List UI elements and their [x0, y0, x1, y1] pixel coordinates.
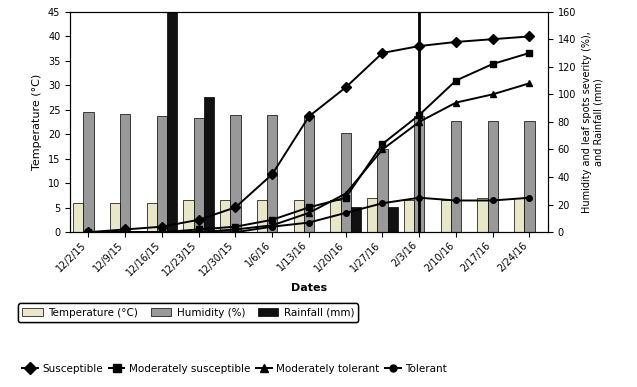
Bar [404, 200, 414, 232]
Bar [157, 116, 167, 232]
Bar [330, 200, 341, 232]
Bar [387, 207, 398, 232]
Bar [514, 198, 524, 232]
Bar [73, 203, 83, 232]
Legend: Susceptible, Moderately susceptible, Moderately tolerant, Tolerant: Susceptible, Moderately susceptible, Mod… [18, 360, 451, 378]
Bar [194, 118, 204, 232]
Bar [231, 115, 241, 232]
Bar [341, 133, 351, 232]
Bar [110, 203, 120, 232]
Bar [167, 12, 177, 232]
Bar [351, 207, 361, 232]
Bar [477, 198, 487, 232]
Bar [183, 200, 194, 232]
Bar [267, 115, 277, 232]
X-axis label: Dates: Dates [291, 283, 327, 293]
Bar [414, 116, 424, 232]
Bar [83, 112, 94, 232]
Bar [220, 200, 231, 232]
Y-axis label: Humidity and leaf spots severity (%),
and Rainfall (mm): Humidity and leaf spots severity (%), an… [582, 31, 603, 213]
Bar [487, 120, 498, 232]
Bar [120, 114, 131, 232]
Bar [524, 120, 534, 232]
Y-axis label: Temperature (°C): Temperature (°C) [32, 74, 42, 170]
Bar [147, 203, 157, 232]
Bar [377, 149, 387, 232]
Bar [257, 200, 267, 232]
Bar [204, 97, 214, 232]
Bar [451, 120, 461, 232]
Bar [441, 200, 451, 232]
Legend: Temperature (°C), Humidity (%), Rainfall (mm): Temperature (°C), Humidity (%), Rainfall… [18, 303, 358, 322]
Bar [304, 116, 314, 232]
Bar [294, 200, 304, 232]
Bar [367, 198, 377, 232]
